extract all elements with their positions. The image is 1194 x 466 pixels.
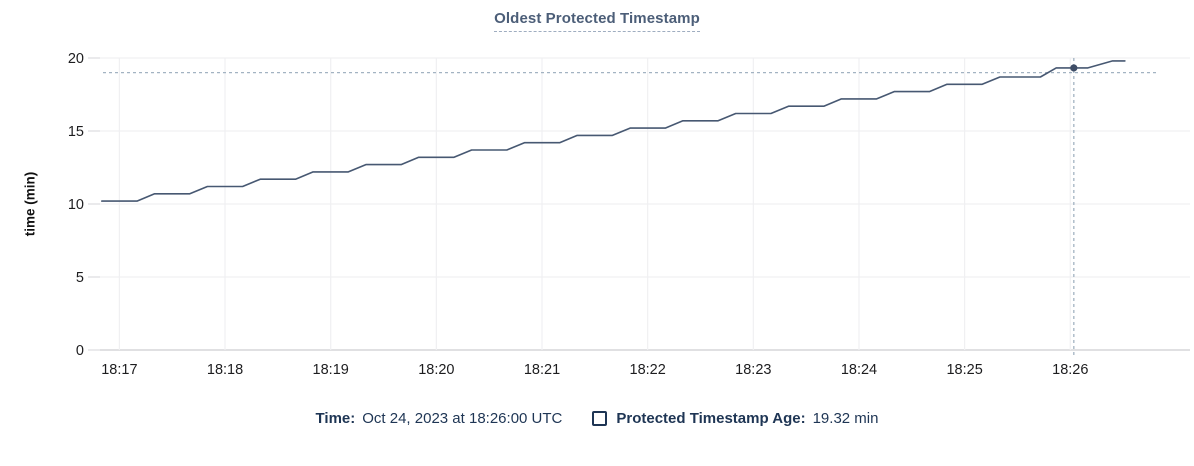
legend-time: Time: Oct 24, 2023 at 18:26:00 UTC [316,410,563,427]
x-tick-label: 18:20 [418,362,454,378]
legend-series-toggle[interactable]: Protected Timestamp Age: 19.32 min [592,410,878,427]
x-tick-label: 18:22 [630,362,666,378]
hover-legend: Time: Oct 24, 2023 at 18:26:00 UTC Prote… [0,410,1194,427]
x-tick-label: 18:26 [1052,362,1088,378]
chart-header: Oldest Protected Timestamp [0,0,1194,45]
y-tick-label: 10 [68,197,84,213]
x-tick-label: 18:23 [735,362,771,378]
x-tick-label: 18:24 [841,362,877,378]
x-tick-label: 18:18 [207,362,243,378]
y-gridlines: 0 5 10 15 20 [68,51,1190,359]
y-tick-label: 5 [76,270,84,286]
hovered-point-dot [1070,64,1078,72]
x-tick-label: 18:19 [313,362,349,378]
legend-series-value: 19.32 min [812,410,879,427]
y-tick-label: 20 [68,51,84,67]
legend-series-label: Protected Timestamp Age: [616,410,806,427]
series-checkbox-icon[interactable] [592,411,608,426]
x-tick-label: 18:17 [101,362,137,378]
legend-time-value: Oct 24, 2023 at 18:26:00 UTC [362,410,563,427]
x-tick-label: 18:25 [946,362,982,378]
y-tick-label: 0 [76,343,84,359]
x-gridlines: 18:17 18:18 18:19 18:20 18:21 18:22 18:23 18:24… [101,58,1088,378]
x-tick-label: 18:21 [524,362,560,378]
y-axis-label: time (min) [22,171,38,237]
y-tick-label: 15 [68,124,84,140]
chart-title[interactable]: Oldest Protected Timestamp [494,10,700,32]
hover-crosshair [103,58,1158,356]
series-line [101,60,1126,202]
legend-time-label: Time: [315,410,356,427]
